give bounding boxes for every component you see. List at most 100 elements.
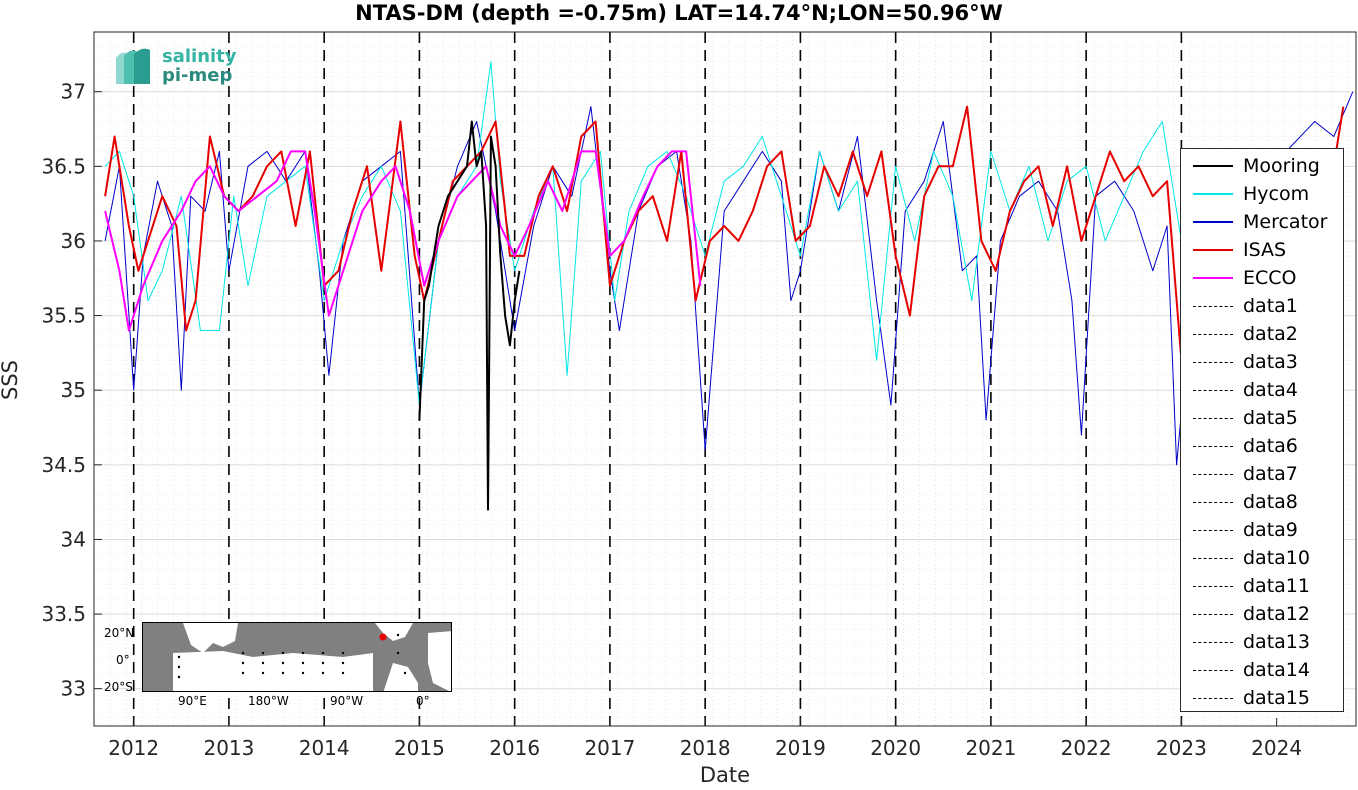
legend-label: ECCO bbox=[1243, 267, 1297, 289]
inset-map bbox=[142, 622, 452, 692]
legend-label: data12 bbox=[1243, 603, 1310, 625]
series-line-mooring bbox=[418, 120, 521, 511]
legend-swatch bbox=[1193, 613, 1233, 615]
inset-lon-label: 0° bbox=[416, 694, 430, 708]
series-line-ecco bbox=[104, 150, 702, 332]
legend-entry: data7 bbox=[1181, 460, 1343, 488]
x-tick-label: 2022 bbox=[1061, 736, 1112, 760]
x-tick-label: 2016 bbox=[489, 736, 540, 760]
inset-lat-label: 20°S bbox=[104, 680, 133, 694]
legend-swatch bbox=[1193, 165, 1233, 167]
legend-label: data6 bbox=[1243, 435, 1298, 457]
x-axis-label: Date bbox=[699, 763, 751, 787]
legend-label: data8 bbox=[1243, 491, 1298, 513]
legend-entry: data1 bbox=[1181, 292, 1343, 320]
mooring-location-marker bbox=[379, 633, 387, 641]
x-tick-label: 2020 bbox=[870, 736, 921, 760]
x-tick-label: 2014 bbox=[299, 736, 350, 760]
inset-lat-label: 20°N bbox=[104, 626, 135, 640]
legend-label: data10 bbox=[1243, 547, 1310, 569]
legend-label: Hycom bbox=[1243, 183, 1310, 205]
legend-entry: data2 bbox=[1181, 320, 1343, 348]
legend-entry: ISAS bbox=[1181, 236, 1343, 264]
legend-swatch bbox=[1193, 389, 1233, 391]
x-tick-label: 2023 bbox=[1156, 736, 1207, 760]
axis-ticks: 33 33.5 34 34.5 35 35.5 36 36.5 37 2012 2013 2014 20… bbox=[41, 80, 1302, 760]
legend-label: data1 bbox=[1243, 295, 1298, 317]
legend-entry: data12 bbox=[1181, 600, 1343, 628]
legend-label: data15 bbox=[1243, 687, 1310, 709]
series-line-isas bbox=[104, 105, 1345, 407]
legend-entry: Mooring bbox=[1181, 152, 1343, 180]
inset-lon-label: 90°W bbox=[330, 694, 364, 708]
x-tick-label: 2018 bbox=[680, 736, 731, 760]
legend-entry: Mercator bbox=[1181, 208, 1343, 236]
legend-swatch bbox=[1193, 417, 1233, 419]
legend-swatch bbox=[1193, 249, 1233, 251]
legend-entry: data8 bbox=[1181, 488, 1343, 516]
x-tick-label: 2019 bbox=[775, 736, 826, 760]
year-marker-lines bbox=[132, 32, 1183, 726]
x-tick-label: 2012 bbox=[108, 736, 159, 760]
salinity-pimep-logo: salinity pi-mep bbox=[112, 44, 237, 88]
legend-label: Mercator bbox=[1243, 211, 1328, 233]
legend-swatch bbox=[1193, 529, 1233, 531]
legend-label: data9 bbox=[1243, 519, 1298, 541]
legend-label: data3 bbox=[1243, 351, 1298, 373]
legend-label: Mooring bbox=[1243, 155, 1320, 177]
legend-swatch bbox=[1193, 669, 1233, 671]
legend-entry: data15 bbox=[1181, 684, 1343, 712]
legend-entry: data10 bbox=[1181, 544, 1343, 572]
inset-lon-label: 180°W bbox=[248, 694, 289, 708]
legend-label: data14 bbox=[1243, 659, 1310, 681]
legend-swatch bbox=[1193, 585, 1233, 587]
chart-title: NTAS-DM (depth =-0.75m) LAT=14.74°N;LON=… bbox=[355, 1, 1003, 25]
y-tick-label: 36 bbox=[61, 229, 86, 253]
y-tick-label: 34 bbox=[61, 527, 86, 551]
inset-lon-label: 90°E bbox=[178, 694, 207, 708]
y-tick-label: 34.5 bbox=[41, 453, 86, 477]
legend-entry: ECCO bbox=[1181, 264, 1343, 292]
legend-swatch bbox=[1193, 445, 1233, 447]
legend-swatch bbox=[1193, 193, 1233, 195]
logo-wave-icon bbox=[116, 48, 150, 84]
series-lines bbox=[104, 61, 1354, 511]
x-tick-label: 2021 bbox=[965, 736, 1016, 760]
legend-swatch bbox=[1193, 305, 1233, 307]
series-line-hycom bbox=[104, 61, 1182, 406]
legend-entry: data4 bbox=[1181, 376, 1343, 404]
legend-swatch bbox=[1193, 361, 1233, 363]
x-tick-label: 2013 bbox=[203, 736, 254, 760]
x-tick-label: 2017 bbox=[584, 736, 635, 760]
legend-swatch bbox=[1193, 641, 1233, 643]
inset-lat-label: 0° bbox=[116, 653, 130, 667]
legend-label: data5 bbox=[1243, 407, 1298, 429]
legend-label: data11 bbox=[1243, 575, 1310, 597]
legend-entry: data9 bbox=[1181, 516, 1343, 544]
y-tick-label: 33 bbox=[61, 677, 86, 701]
legend: Mooring Hycom Mercator ISAS ECCO data1 data2 da… bbox=[1180, 148, 1344, 712]
legend-entry: Hycom bbox=[1181, 180, 1343, 208]
y-tick-label: 36.5 bbox=[41, 154, 86, 178]
y-tick-label: 33.5 bbox=[41, 602, 86, 626]
legend-swatch bbox=[1193, 501, 1233, 503]
legend-label: data7 bbox=[1243, 463, 1298, 485]
legend-swatch bbox=[1193, 277, 1233, 279]
plot-frame bbox=[93, 31, 1357, 727]
legend-entry: data13 bbox=[1181, 628, 1343, 656]
y-tick-label: 37 bbox=[61, 80, 86, 104]
logo-line1: salinity bbox=[162, 46, 237, 67]
legend-swatch bbox=[1193, 697, 1233, 699]
legend-swatch bbox=[1193, 221, 1233, 223]
y-tick-label: 35 bbox=[61, 378, 86, 402]
x-tick-label: 2015 bbox=[394, 736, 445, 760]
legend-swatch bbox=[1193, 333, 1233, 335]
logo-line2: pi-mep bbox=[162, 65, 233, 86]
legend-entry: data6 bbox=[1181, 432, 1343, 460]
x-tick-label: 2024 bbox=[1251, 736, 1302, 760]
y-axis-label: SSS bbox=[0, 360, 22, 400]
legend-entry: data3 bbox=[1181, 348, 1343, 376]
legend-swatch bbox=[1193, 557, 1233, 559]
series-line-mercator bbox=[104, 91, 1354, 466]
